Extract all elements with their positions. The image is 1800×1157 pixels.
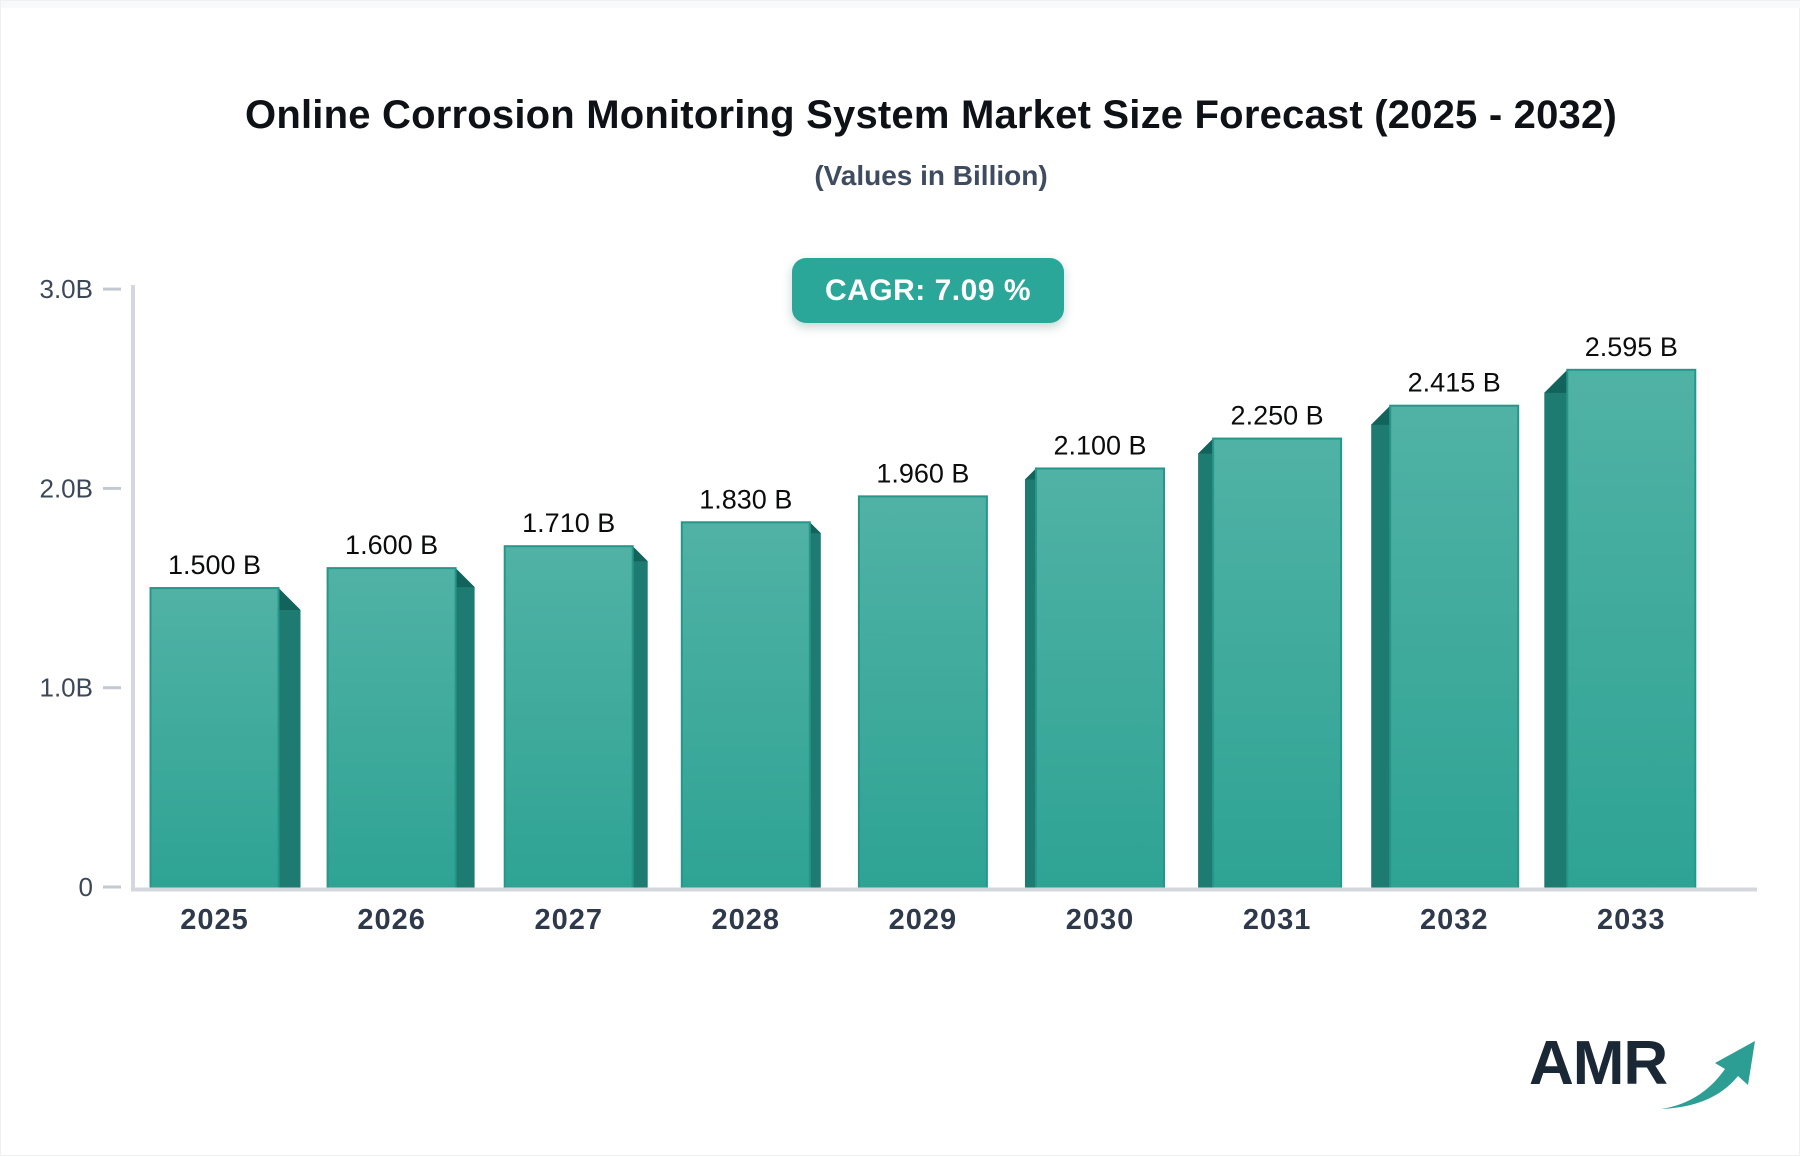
bar-side-face — [1025, 468, 1036, 889]
x-tick-label: 2030 — [1066, 904, 1135, 936]
y-tick — [103, 885, 121, 889]
bar-side-face — [455, 568, 475, 889]
bar-value-label: 2.415 B — [1408, 368, 1501, 398]
x-tick-label: 2031 — [1243, 904, 1312, 936]
y-tick-label: 0 — [79, 872, 93, 902]
bar-2032 — [1389, 404, 1520, 890]
chart-subtitle: (Values in Billion) — [814, 160, 1048, 191]
bar-value-label: 2.595 B — [1585, 332, 1678, 362]
bar-value-label: 2.250 B — [1231, 401, 1324, 431]
chart-header: Online Corrosion Monitoring System Marke… — [31, 1, 1800, 192]
bar-value-label: 2.100 B — [1053, 430, 1146, 460]
bar-2026 — [326, 567, 457, 890]
bar-2033 — [1566, 368, 1697, 890]
bar-2029 — [857, 495, 988, 890]
x-tick-label: 2028 — [712, 904, 781, 936]
bar-top-bevel — [455, 568, 475, 588]
bar-top-bevel — [1025, 468, 1036, 480]
y-tick-label: 2.0B — [40, 473, 94, 503]
bar-value-label: 1.600 B — [345, 530, 438, 560]
bar-top-bevel — [632, 546, 648, 562]
frame-top-strip — [1, 1, 1800, 8]
amr-logo-text: AMR — [1529, 1029, 1668, 1098]
bar-value-label: 1.710 B — [522, 508, 615, 538]
bar-2027 — [503, 545, 634, 891]
bar-top-bevel — [278, 588, 301, 611]
bar-top-bevel — [1544, 369, 1568, 393]
bar-top-bevel — [1371, 405, 1391, 425]
x-axis-line — [131, 887, 1757, 892]
x-tick-label: 2027 — [534, 904, 603, 936]
bar-side-face — [1198, 438, 1214, 889]
x-tick-label: 2025 — [180, 904, 249, 936]
bar-2030 — [1035, 467, 1165, 890]
bar-2025 — [149, 587, 280, 890]
y-tick-label: 3.0B — [40, 274, 94, 304]
y-axis-line — [131, 285, 135, 892]
bar-2028 — [680, 521, 811, 890]
y-tick — [103, 486, 121, 490]
bar-top-bevel — [809, 522, 821, 534]
bar-side-face — [632, 546, 648, 889]
bar-side-face — [278, 588, 301, 889]
y-tick — [103, 686, 121, 690]
bar-side-face — [1371, 405, 1391, 889]
x-tick-label: 2029 — [889, 904, 958, 936]
bar-value-label: 1.500 B — [168, 550, 261, 580]
bar-value-label: 1.830 B — [699, 484, 792, 514]
bar-side-face — [809, 522, 821, 889]
bar-2031 — [1212, 437, 1343, 890]
y-tick — [103, 287, 121, 291]
x-tick-label: 2032 — [1420, 904, 1489, 936]
cagr-badge: CAGR: 7.09 % — [792, 258, 1064, 323]
x-tick-label: 2026 — [357, 904, 426, 936]
amr-logo: AMR — [1529, 1033, 1761, 1113]
growth-arrow-icon — [1661, 1041, 1756, 1109]
y-tick-label: 1.0B — [40, 673, 94, 703]
x-tick-label: 2033 — [1597, 904, 1666, 936]
cagr-badge-label: CAGR: 7.09 % — [824, 273, 1032, 307]
bar-top-bevel — [1198, 438, 1214, 454]
chart-title: Online Corrosion Monitoring System Marke… — [245, 93, 1617, 137]
bar-value-label: 1.960 B — [876, 458, 969, 488]
bar-side-face — [1544, 369, 1568, 889]
